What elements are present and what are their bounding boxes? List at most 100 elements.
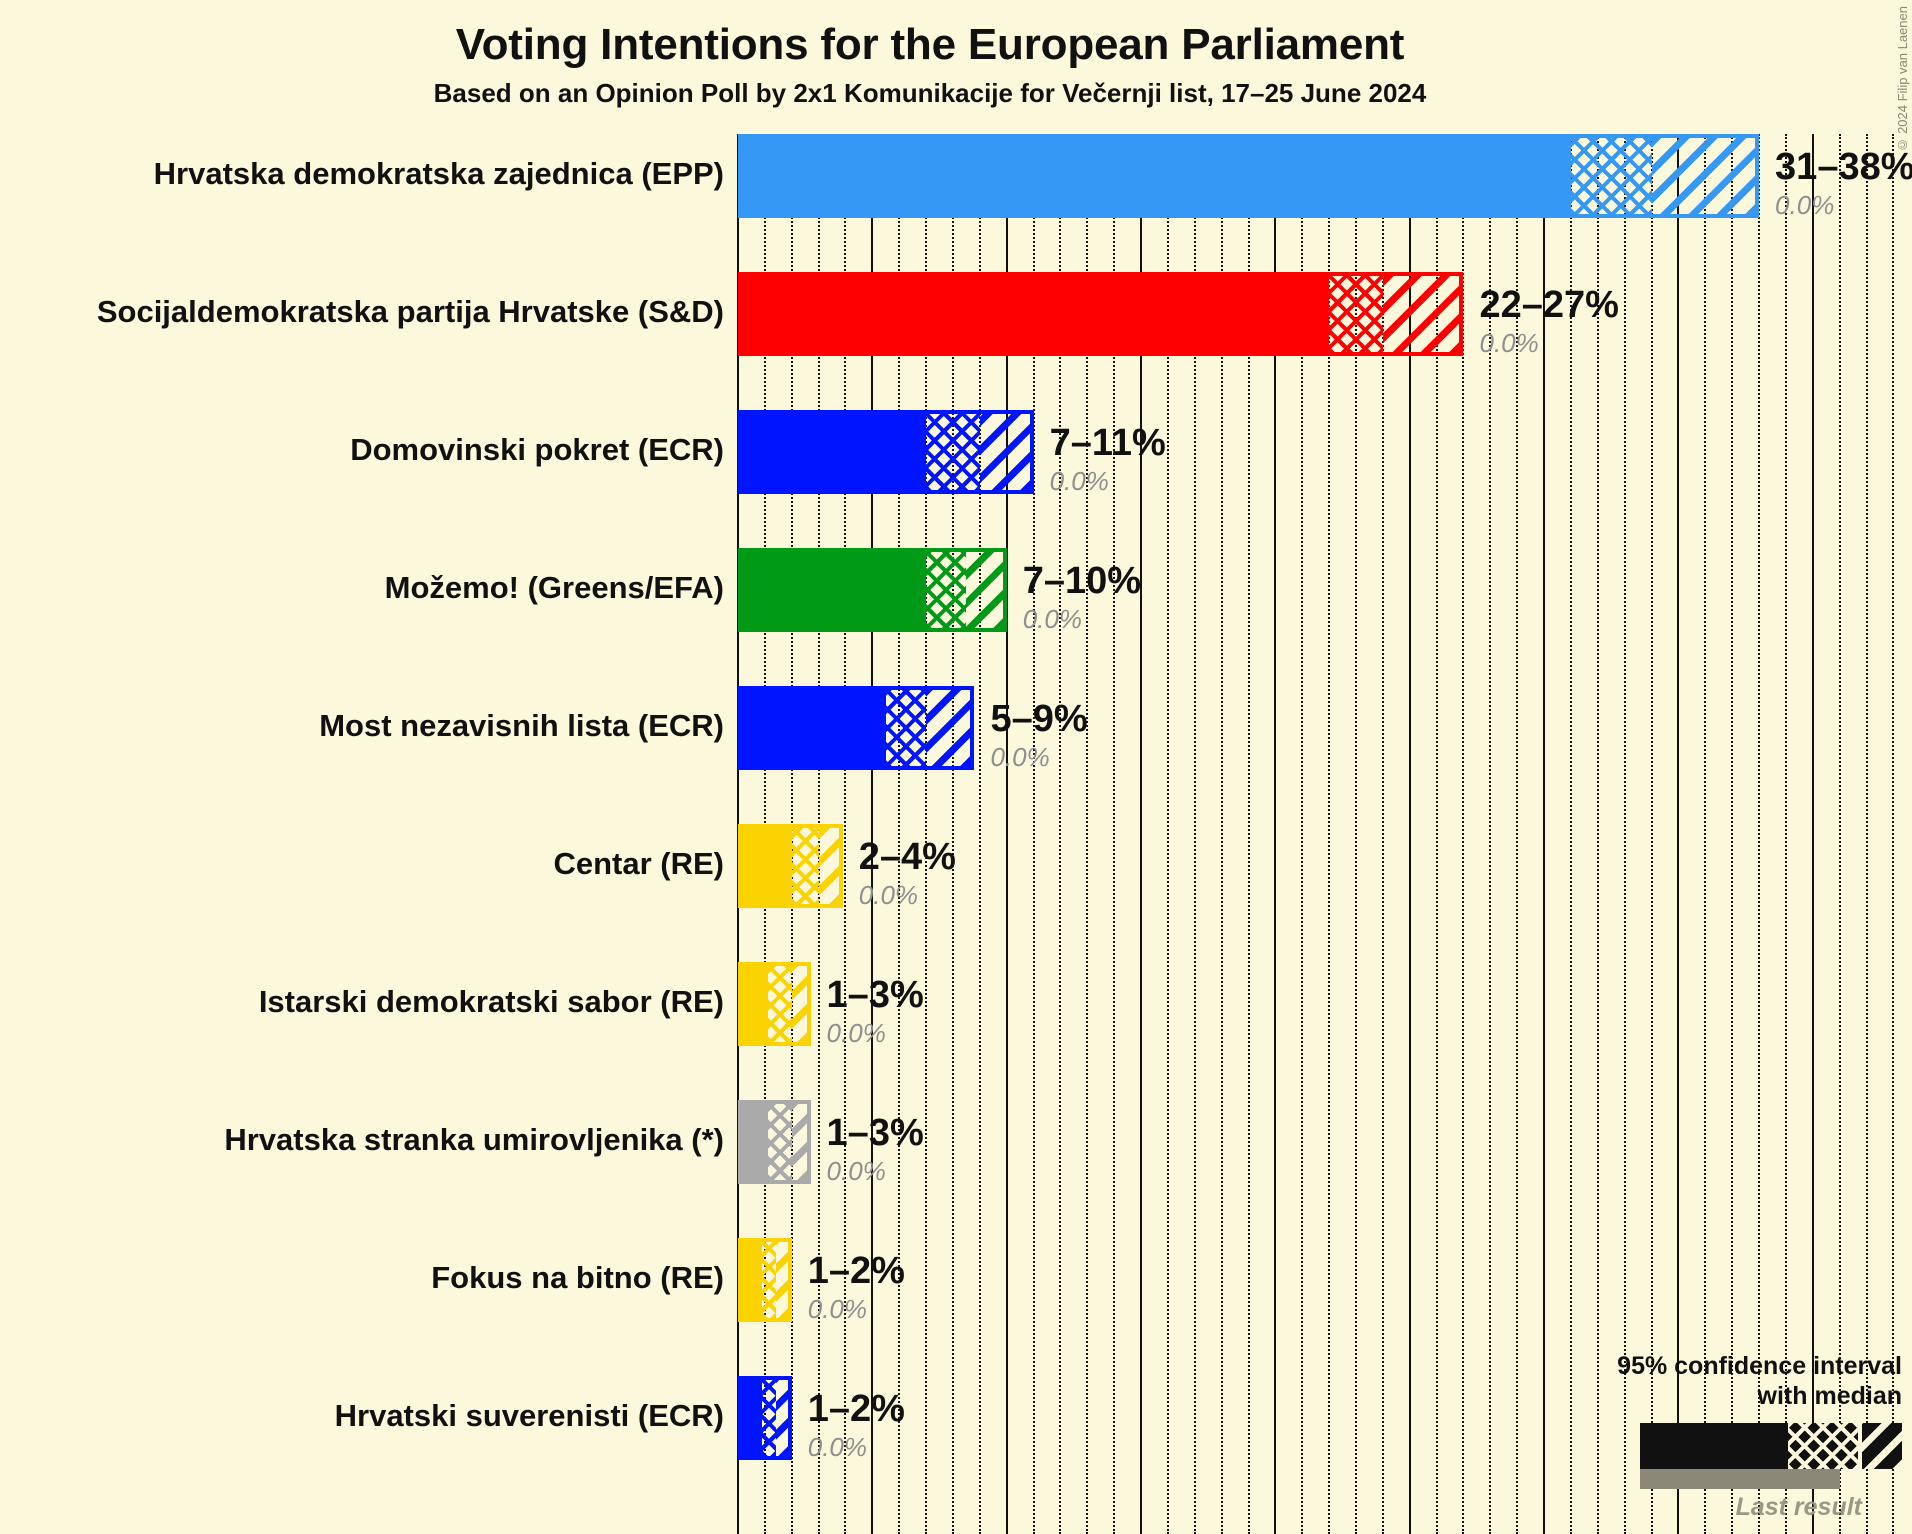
bar-row [738, 1238, 792, 1322]
bar-solid-segment [738, 824, 792, 908]
bar-row [738, 134, 1760, 218]
bar-crosshatch-segment [762, 1238, 776, 1322]
bar-crosshatch-segment [1329, 272, 1383, 356]
gridline-major [1677, 134, 1680, 1534]
bar-diagonal-segment [818, 824, 843, 908]
legend-interval-bar [1640, 1423, 1902, 1469]
bar-value-group: 2–4% 0.0% [859, 838, 956, 908]
category-label: Fokus na bitno (RE) [431, 1260, 724, 1295]
bar-range-label: 31–38% [1775, 146, 1912, 188]
bar-crosshatch-segment [926, 548, 967, 632]
bar-range-label: 1–3% [826, 974, 924, 1016]
bar-solid-segment [738, 134, 1571, 218]
bar-solid-segment [738, 686, 886, 770]
category-label: Hrvatski suverenisti (ECR) [334, 1398, 724, 1433]
chart-legend: 95% confidence interval with median Last… [1572, 1352, 1902, 1522]
bar-value-group: 1–2% 0.0% [808, 1252, 905, 1322]
bar-crosshatch-segment [1570, 134, 1652, 218]
bar-solid-segment [738, 272, 1330, 356]
bar-last-result-label: 0.0% [990, 742, 1050, 772]
bar-row [738, 1376, 792, 1460]
gridline-minor [1784, 134, 1787, 1534]
bar-value-group: 7–10% 0.0% [1023, 562, 1141, 632]
bar-diagonal-segment [775, 1376, 792, 1460]
category-label: Istarski demokratski sabor (RE) [258, 984, 724, 1019]
bar-crosshatch-segment [767, 1100, 792, 1184]
legend-line-1: 95% confidence interval [1617, 1352, 1902, 1380]
page-subtitle: Based on an Opinion Poll by 2x1 Komunika… [433, 78, 1427, 108]
legend-last-result-label: Last result [1735, 1493, 1862, 1521]
legend-crosshatch-segment [1788, 1423, 1858, 1469]
gridline-minor [1892, 134, 1895, 1534]
bar-diagonal-segment [775, 1238, 792, 1322]
bar-range-label: 22–27% [1479, 284, 1619, 326]
bar-last-result-label: 0.0% [1022, 604, 1082, 634]
bar-solid-segment [738, 548, 927, 632]
bar-value-group: 31–38% 0.0% [1775, 148, 1912, 218]
bar-last-result-label: 0.0% [826, 1018, 886, 1048]
gridline-minor [1865, 134, 1868, 1534]
bar-crosshatch-segment [885, 686, 927, 770]
bar-diagonal-segment [791, 962, 811, 1046]
plot-area: 31–38% 0.0% 22–27% 0.0% 7–11% 0.0% 7–10% 0.0% 5–… [737, 134, 1912, 1534]
bar-diagonal-segment [926, 686, 975, 770]
bar-diagonal-segment [1382, 272, 1464, 356]
category-label: Hrvatska demokratska zajednica (EPP) [153, 156, 724, 191]
bar-range-label: 7–11% [1049, 422, 1166, 464]
gridline-major [1811, 134, 1814, 1534]
bar-row [738, 962, 811, 1046]
bar-row [738, 1100, 811, 1184]
legend-line-2: with median [1757, 1381, 1902, 1410]
bar-range-label: 1–2% [807, 1250, 905, 1292]
bar-last-result-label: 0.0% [807, 1294, 867, 1324]
gridline-minor [1704, 134, 1707, 1534]
bar-solid-segment [738, 1376, 763, 1460]
bar-range-label: 7–10% [1022, 560, 1142, 602]
bar-last-result-label: 0.0% [1775, 190, 1835, 220]
bar-row [738, 272, 1464, 356]
page-title: Voting Intentions for the European Parli… [455, 20, 1405, 69]
bar-value-group: 5–9% 0.0% [990, 700, 1087, 770]
bar-last-result-label: 0.0% [1049, 466, 1109, 496]
bar-value-group: 22–27% 0.0% [1479, 286, 1618, 356]
bar-solid-segment [738, 1100, 768, 1184]
gridline-minor [1838, 134, 1841, 1534]
bar-crosshatch-segment [791, 824, 819, 908]
category-label: Možemo! (Greens/EFA) [384, 570, 724, 605]
bar-last-result-label: 0.0% [1479, 328, 1539, 358]
bar-crosshatch-segment [762, 1376, 776, 1460]
bar-crosshatch-segment [926, 410, 980, 494]
bar-diagonal-segment [1651, 134, 1760, 218]
bar-row [738, 410, 1034, 494]
bar-range-label: 1–3% [826, 1112, 924, 1154]
bar-last-result-label: 0.0% [826, 1156, 886, 1186]
bar-value-group: 1–3% 0.0% [827, 1114, 924, 1184]
bar-row [738, 686, 975, 770]
bar-crosshatch-segment [767, 962, 792, 1046]
bar-value-group: 1–2% 0.0% [808, 1390, 905, 1460]
category-label: Most nezavisnih lista (ECR) [319, 708, 724, 743]
bar-last-result-label: 0.0% [807, 1432, 867, 1462]
bar-value-group: 7–11% 0.0% [1050, 424, 1166, 494]
bar-solid-segment [738, 1238, 763, 1322]
bar-last-result-label: 0.0% [858, 880, 919, 910]
legend-diagonal-segment [1858, 1423, 1902, 1469]
bar-diagonal-segment [966, 548, 1007, 632]
bar-row [738, 548, 1007, 632]
bar-solid-segment [738, 962, 768, 1046]
gridline-minor [1731, 134, 1734, 1534]
category-label: Domovinski pokret (ECR) [350, 432, 724, 467]
bar-diagonal-segment [791, 1100, 811, 1184]
legend-last-result-bar [1640, 1469, 1840, 1489]
gridline-minor [1623, 134, 1626, 1534]
bar-range-label: 1–2% [807, 1388, 905, 1430]
gridline-minor [1650, 134, 1653, 1534]
category-label: Hrvatska stranka umirovljenika (*) [224, 1122, 724, 1157]
category-label: Centar (RE) [553, 846, 724, 881]
bar-range-label: 2–4% [858, 836, 956, 878]
bar-diagonal-segment [979, 410, 1034, 494]
copyright-notice: © 2024 Filip van Laenen [1895, 6, 1910, 153]
bar-range-label: 5–9% [990, 698, 1088, 740]
bar-row [738, 824, 843, 908]
